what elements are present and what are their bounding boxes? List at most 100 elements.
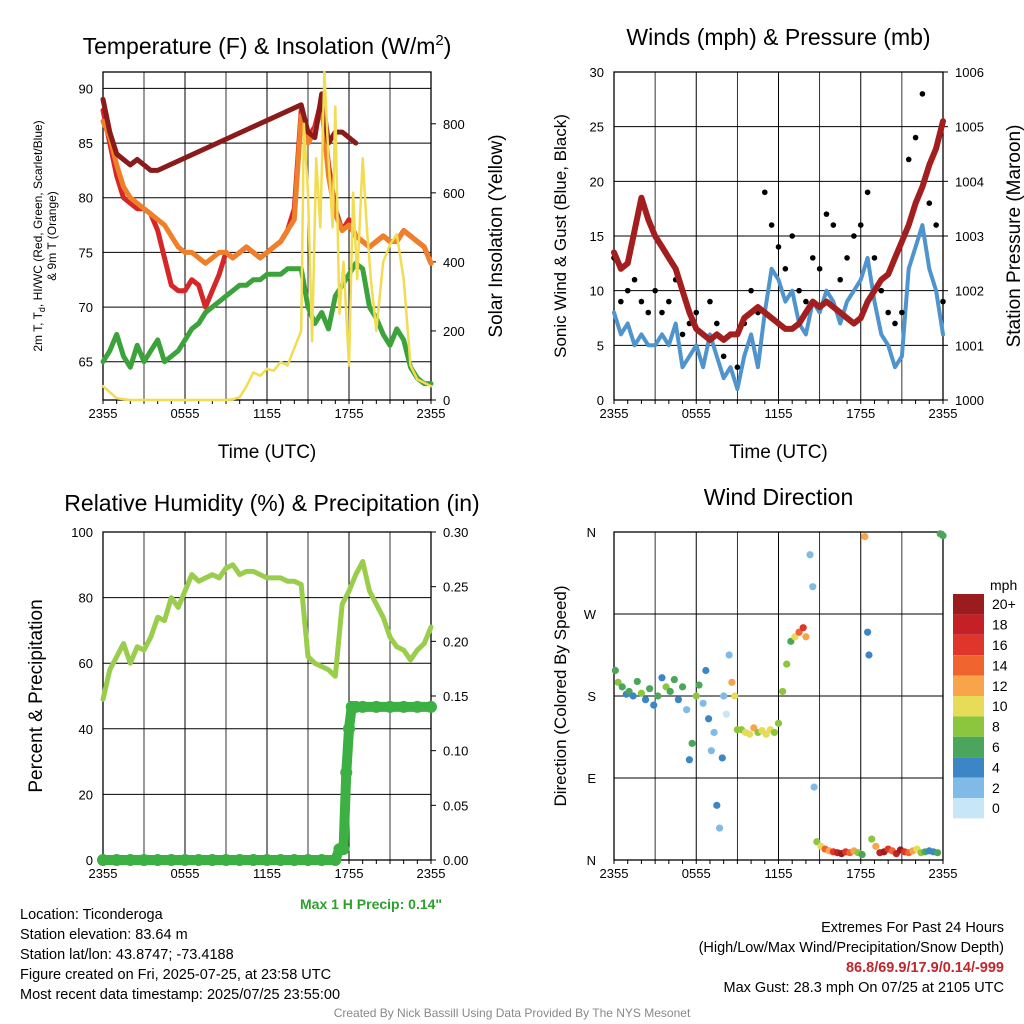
direction-point bbox=[683, 706, 691, 714]
y-tick-label-left: 80 bbox=[79, 591, 93, 606]
legend-label: 16 bbox=[992, 637, 1008, 653]
x-tick-label: 1155 bbox=[765, 866, 793, 881]
y-tick-label-left: W bbox=[584, 607, 597, 622]
y-axis-label-left-line1: 2m T, Td, HI/WC (Red, Green, Scarlet/Blu… bbox=[31, 120, 47, 351]
direction-point bbox=[633, 677, 641, 686]
chart-title: Winds (mph) & Pressure (mb) bbox=[626, 24, 930, 50]
direction-point bbox=[865, 651, 873, 659]
y-label-sub: d bbox=[37, 307, 47, 312]
series-point bbox=[912, 134, 919, 141]
direction-point bbox=[720, 692, 728, 700]
direction-point bbox=[678, 683, 687, 691]
direction-point bbox=[650, 701, 658, 709]
series-point bbox=[618, 298, 624, 305]
series-point bbox=[857, 222, 864, 228]
direction-point bbox=[731, 692, 739, 700]
direction-point bbox=[722, 710, 731, 718]
chart-title: Relative Humidity (%) & Precipitation (i… bbox=[64, 490, 479, 516]
chart-title: Temperature (F) & Insolation (W/m2) bbox=[83, 32, 452, 59]
legend-title: mph bbox=[990, 577, 1017, 593]
direction-point bbox=[715, 824, 724, 832]
direction-point bbox=[713, 801, 721, 809]
direction-point bbox=[774, 719, 783, 727]
direction-point bbox=[692, 692, 700, 700]
y-axis-label-left-line2: & 9m T (Orange) bbox=[45, 191, 59, 281]
extremes-panel: Extremes For Past 24 Hours (High/Low/Max… bbox=[699, 918, 1004, 998]
chart-title: Wind Direction bbox=[704, 484, 854, 510]
x-tick-label: 2355 bbox=[89, 866, 118, 881]
direction-point bbox=[864, 628, 872, 636]
series-point bbox=[720, 353, 727, 360]
direction-point bbox=[670, 676, 678, 684]
plot-frame bbox=[102, 71, 432, 401]
station-location: Location: Ticonderoga bbox=[20, 907, 163, 923]
legend-label: 6 bbox=[992, 739, 1000, 755]
recent-timestamp: Most recent data timestamp: 2025/07/25 2… bbox=[20, 987, 341, 1003]
x-tick-label: 0555 bbox=[682, 866, 711, 881]
x-tick-label: 2355 bbox=[929, 406, 958, 421]
y-axis-label-left: Sonic Wind & Gust (Blue, Black) bbox=[551, 114, 570, 358]
y-tick-label-left: 0 bbox=[86, 853, 93, 868]
direction-point bbox=[783, 660, 791, 668]
y-tick-label-left: 100 bbox=[71, 525, 93, 540]
max-gust: Max Gust: 28.3 mph On 07/25 at 2105 UTC bbox=[723, 980, 1004, 996]
legend-swatch bbox=[953, 777, 984, 798]
y-tick-label-right: 0.00 bbox=[443, 853, 468, 868]
extremes-values: 86.8/69.9/17.9/0.14/-999 bbox=[845, 960, 1004, 976]
y-tick-label-left: 20 bbox=[590, 174, 604, 189]
direction-point bbox=[746, 730, 754, 738]
station-info: Location: Ticonderoga Station elevation:… bbox=[20, 905, 340, 1005]
legend-swatch bbox=[953, 594, 984, 615]
series-point bbox=[823, 211, 830, 217]
series-point bbox=[830, 222, 837, 228]
legend-label: 2 bbox=[992, 780, 1000, 796]
x-tick-label: 2355 bbox=[929, 866, 958, 881]
direction-point bbox=[688, 739, 696, 747]
y-tick-label-right: 1005 bbox=[955, 120, 984, 135]
x-tick-label: 0555 bbox=[171, 406, 200, 421]
legend-swatch bbox=[953, 798, 984, 819]
chart-title-close: ) bbox=[444, 33, 452, 59]
x-tick-label: 1755 bbox=[846, 406, 875, 421]
series-line bbox=[612, 223, 945, 392]
station-elevation: Station elevation: 83.64 m bbox=[20, 927, 188, 943]
series-point bbox=[693, 309, 700, 316]
y-tick-label-right: 800 bbox=[443, 117, 465, 132]
series-point bbox=[926, 200, 933, 206]
direction-point bbox=[872, 842, 880, 850]
y-tick-label-left: 0 bbox=[597, 393, 604, 408]
series-point bbox=[892, 320, 898, 327]
y-tick-label-left: E bbox=[587, 771, 596, 786]
y-tick-label-left: 25 bbox=[590, 120, 604, 135]
y-tick-label-left: 75 bbox=[79, 245, 93, 260]
direction-point bbox=[799, 624, 807, 632]
y-tick-label-left: 80 bbox=[79, 191, 93, 206]
y-tick-label-left: 70 bbox=[79, 300, 93, 315]
y-tick-label-left: N bbox=[587, 853, 596, 868]
y-tick-label-right: 600 bbox=[443, 186, 465, 201]
series-point bbox=[809, 255, 816, 261]
direction-point bbox=[858, 850, 866, 859]
legend-swatch bbox=[953, 655, 984, 676]
x-tick-label: 2355 bbox=[417, 866, 446, 881]
y-tick-label-left: 15 bbox=[590, 229, 604, 244]
series-point bbox=[714, 320, 720, 327]
y-tick-label-right: 1003 bbox=[955, 229, 984, 244]
y-tick-label-right: 0.05 bbox=[443, 798, 468, 813]
x-tick-label: 0555 bbox=[171, 866, 200, 881]
series-point bbox=[878, 287, 885, 294]
series-point bbox=[796, 287, 802, 294]
direction-point bbox=[718, 754, 726, 762]
x-axis-label: Time (UTC) bbox=[218, 442, 317, 463]
y-tick-label-left: 10 bbox=[590, 284, 604, 299]
direction-point bbox=[699, 699, 707, 707]
y-tick-label-right: 1002 bbox=[955, 284, 984, 299]
extremes-title: Extremes For Past 24 Hours bbox=[821, 920, 1004, 936]
y-tick-label-right: 1000 bbox=[955, 393, 984, 408]
wind-direction-chart: 2355 0555 1155 1755 2355 N E S W N Wind Direction D… bbox=[551, 484, 1017, 881]
y-tick-label-right: 1004 bbox=[955, 174, 984, 189]
y-tick-label-left: 90 bbox=[79, 81, 93, 96]
x-tick-label: 1755 bbox=[335, 866, 364, 881]
y-tick-label-right: 0.30 bbox=[443, 525, 468, 540]
legend-label: 8 bbox=[992, 719, 1000, 735]
